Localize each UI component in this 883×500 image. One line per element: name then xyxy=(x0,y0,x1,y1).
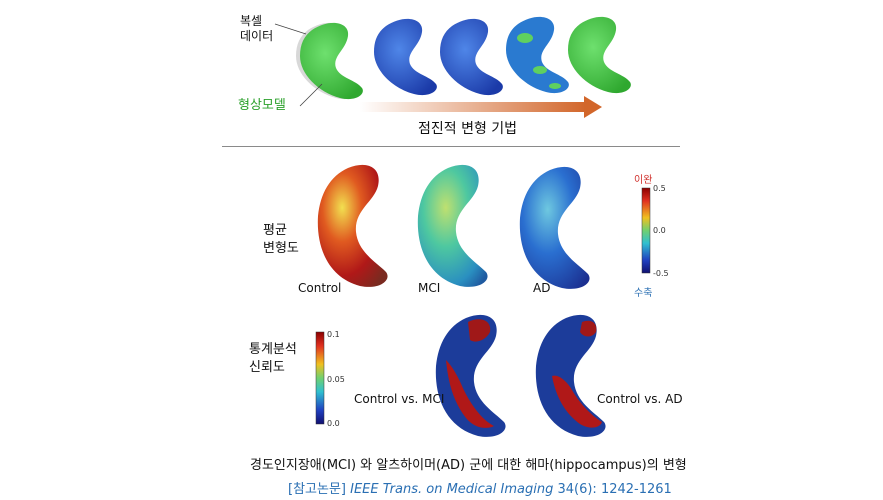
mean-colorbar xyxy=(641,187,651,274)
mean-shape-control xyxy=(317,164,388,287)
mean-shape-mci xyxy=(417,164,488,287)
cond-mci: MCI xyxy=(418,281,441,295)
figure-caption: 경도인지장애(MCI) 와 알츠하이머(AD) 군에 대한 해마(hippoca… xyxy=(250,458,687,473)
label-raw-data: 복셀 데이터 xyxy=(240,14,273,44)
mean-tick-mid: 0.0 xyxy=(653,226,666,235)
cmp-control-vs-mci: Control vs. MCI xyxy=(354,392,445,406)
section-divider xyxy=(222,146,680,147)
label-shape-model: 형상모델 xyxy=(238,98,286,113)
colorbar-bottom-label: 수축 xyxy=(634,288,653,299)
label-raw-data-text: 복셀 데이터 xyxy=(240,14,274,43)
cmp-control-vs-ad: Control vs. AD xyxy=(597,392,683,406)
top-shape-raw-and-model xyxy=(296,22,363,100)
colorbar-top-label: 이완 xyxy=(634,175,653,186)
arrow-caption: 점진적 변형 기법 xyxy=(418,121,518,137)
stat-row-label: 통계분석 신뢰도 xyxy=(249,342,297,375)
progress-arrow xyxy=(360,96,602,118)
stat-tick-top: 0.1 xyxy=(327,330,340,339)
top-shape-step4 xyxy=(506,16,569,94)
stat-tick-bottom: 0.0 xyxy=(327,419,340,428)
top-shape-step5 xyxy=(568,16,631,94)
mean-tick-top: 0.5 xyxy=(653,184,666,193)
cond-control: Control xyxy=(298,281,342,295)
reference-prefix: [참고논문] xyxy=(288,482,351,497)
mean-shape-ad xyxy=(519,166,590,289)
stat-tick-mid: 0.05 xyxy=(327,375,345,384)
mean-tick-bottom: -0.5 xyxy=(653,269,669,278)
mean-row-label: 평균 변형도 xyxy=(263,223,299,256)
stat-colorbar xyxy=(315,331,325,425)
top-shape-step2 xyxy=(374,18,437,96)
cond-ad: AD xyxy=(533,281,551,295)
stat-shape-control-vs-ad xyxy=(535,314,606,437)
reference-detail: 34(6): 1242-1261 xyxy=(553,482,672,497)
stat-shape-control-vs-mci xyxy=(435,314,506,437)
reference-journal: IEEE Trans. on Medical Imaging xyxy=(350,482,554,497)
reference: [참고논문] IEEE Trans. on Medical Imaging 34… xyxy=(288,478,672,497)
top-shape-step3 xyxy=(440,18,503,96)
